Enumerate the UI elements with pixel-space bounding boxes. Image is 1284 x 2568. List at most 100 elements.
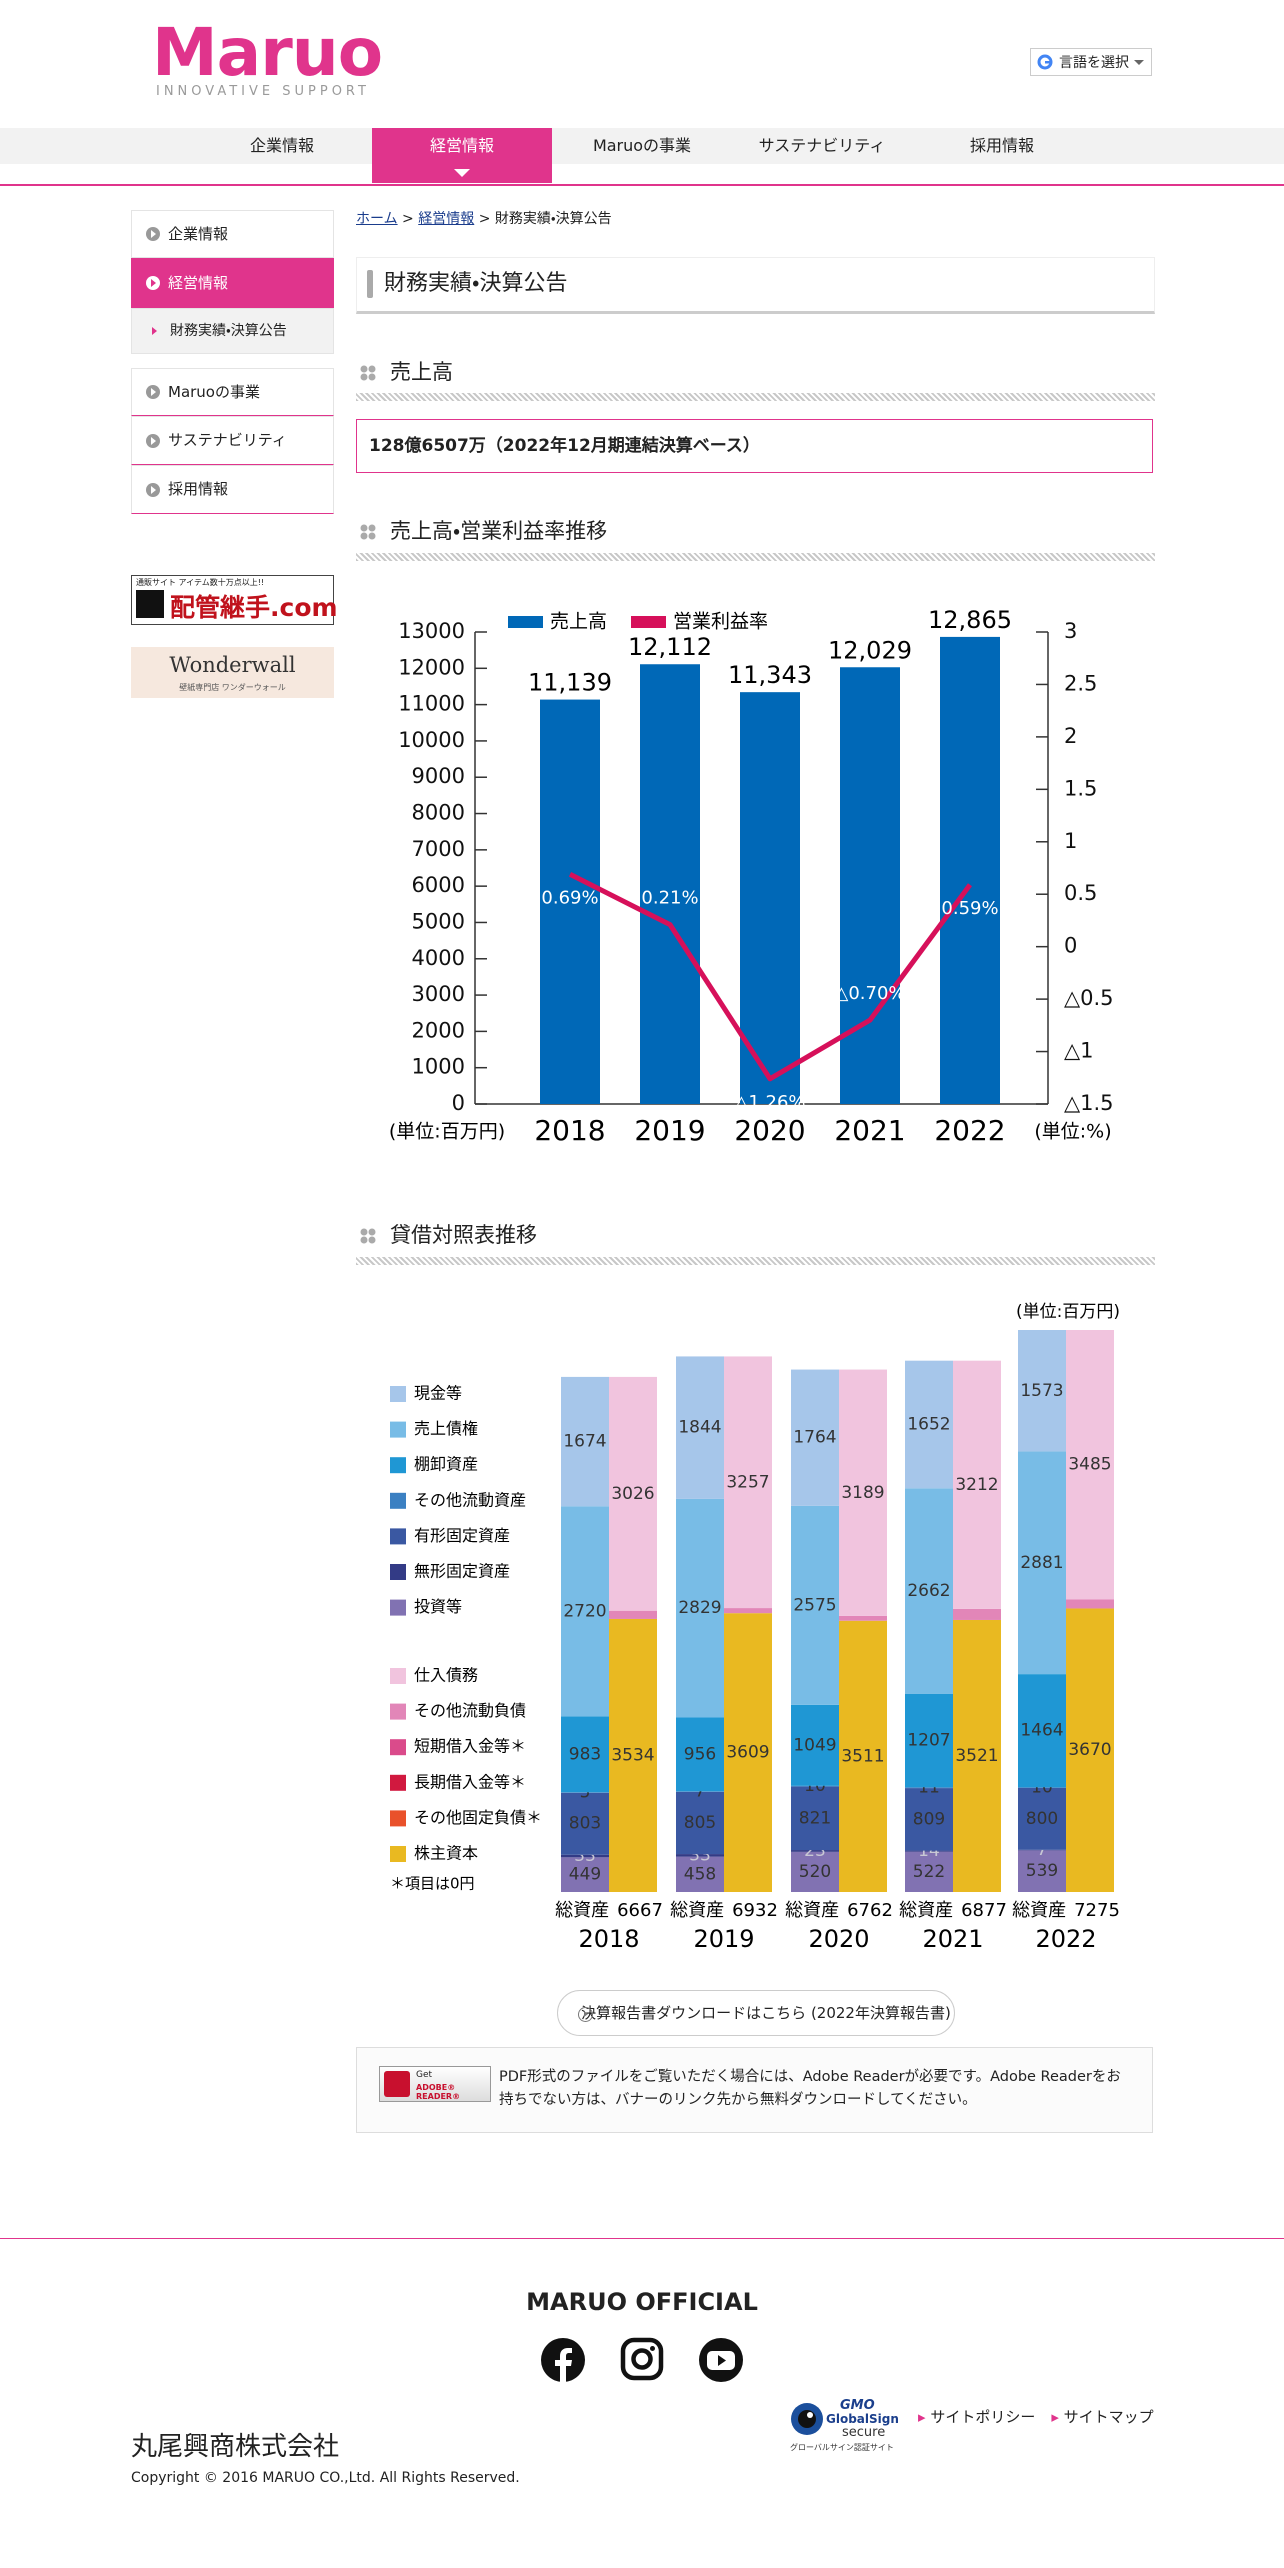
nav-item[interactable]: 採用情報: [969, 136, 1034, 155]
y2-tick-label: 0.5: [1064, 881, 1097, 905]
section-stripe: [356, 553, 1155, 561]
instagram-icon[interactable]: [620, 2337, 664, 2381]
facebook-icon[interactable]: [541, 2338, 585, 2382]
banner-haikan[interactable]: 通販サイト アイテム数十万点以上!! 配管継手.com: [131, 575, 338, 625]
segment-label: 3257: [726, 1472, 769, 1492]
bar-segment: [905, 1693, 953, 1788]
bar-segment: [905, 1360, 953, 1489]
segment-label: 3670: [1068, 1740, 1111, 1760]
footer-link[interactable]: サイトポリシー: [918, 2408, 1035, 2426]
segment-label: 458: [684, 1864, 716, 1884]
breadcrumb: ホーム > 経営情報 > 財務実績・決算公告: [356, 208, 612, 228]
y-tick-label: 5000: [412, 909, 465, 933]
banner-title: Wonderwall: [169, 653, 296, 677]
nav-bar: [0, 128, 1284, 164]
sales-summary: 128億6507万（2022年12月期連結決算ベース）: [356, 419, 1153, 473]
bar-segment: [1018, 1788, 1066, 1850]
bar-segment: [609, 1618, 657, 1892]
segment-label: 539: [1026, 1861, 1058, 1881]
data-label: 0.69%: [541, 887, 598, 908]
logo[interactable]: Maruo: [152, 14, 383, 91]
x-tick-label: 2018: [578, 1925, 639, 1953]
legend-label: 営業利益率: [673, 611, 768, 633]
x-tick-label: 2019: [693, 1925, 754, 1953]
nav-item-active[interactable]: 経営情報: [372, 128, 552, 183]
bar-segment: [561, 1792, 609, 1855]
data-label: 12,029: [828, 636, 912, 664]
note: ＊項目は0円: [390, 1875, 475, 1893]
data-label: 11,139: [528, 669, 612, 697]
bar-segment: [561, 1857, 609, 1892]
segment-label: 2829: [678, 1598, 721, 1618]
total-label: 総資産 6932: [670, 1900, 778, 1921]
language-label: 言語を選択: [1059, 55, 1129, 71]
bar-segment: [561, 1506, 609, 1717]
adobe-badge[interactable]: Get ADOBE® READER®: [379, 2066, 491, 2102]
legend-label: 株主資本: [414, 1844, 478, 1863]
y-tick-label: 1000: [412, 1055, 465, 1079]
side-item[interactable]: サステナビリティ: [131, 416, 334, 465]
breadcrumb-link[interactable]: 経営情報: [418, 211, 475, 227]
section-heading: 売上高: [358, 357, 453, 387]
side-item[interactable]: 採用情報: [131, 465, 334, 514]
y-tick-label: 4000: [412, 946, 465, 970]
bar-segment: [1018, 1850, 1066, 1892]
y-tick-label: 10000: [398, 728, 465, 752]
segment-label: 449: [569, 1865, 601, 1885]
y-tick-label: 13000: [398, 619, 465, 643]
segment-label: 1652: [907, 1414, 950, 1434]
y-tick-label: 11000: [398, 692, 465, 716]
legend-swatch: [508, 616, 543, 628]
breadcrumb-link[interactable]: ホーム: [356, 211, 398, 227]
total-value: 7275: [1074, 1900, 1120, 1921]
side-subitem[interactable]: 財務実績・決算公告: [131, 308, 334, 354]
footer-link[interactable]: サイトマップ: [1051, 2408, 1153, 2426]
segment-label: 803: [569, 1814, 601, 1834]
total-value: 6877: [961, 1900, 1007, 1921]
bar: [540, 699, 600, 1104]
legend-label: 現金等: [414, 1384, 462, 1403]
youtube-icon[interactable]: [699, 2338, 743, 2382]
x-tick-label: 2021: [922, 1925, 983, 1953]
legend-label: 長期借入金等＊: [414, 1772, 526, 1791]
x-tick-label: 2018: [534, 1114, 605, 1147]
x-tick-label: 2020: [734, 1114, 805, 1147]
segment-label: 983: [569, 1744, 601, 1764]
language-select[interactable]: 言語を選択: [1030, 48, 1152, 76]
adobe-text: PDF形式のファイルをご覧いただく場合には、Adobe Readerが必要です。…: [499, 2069, 1121, 2108]
total-label: 総資産 6762: [785, 1900, 893, 1921]
side-item-active[interactable]: 経営情報: [131, 258, 334, 308]
section-title: 売上高・営業利益率推移: [390, 519, 608, 543]
total-value: 6932: [732, 1900, 778, 1921]
bar-segment: [676, 1356, 724, 1499]
y2-tick-label: 1: [1064, 829, 1077, 853]
segment-label: 5: [580, 1783, 591, 1803]
bar-segment: [791, 1850, 839, 1852]
y2-tick-label: △0.5: [1064, 986, 1114, 1010]
legend-label: その他流動資産: [414, 1490, 526, 1509]
section-stripe: [356, 1257, 1155, 1265]
bar-segment: [791, 1851, 839, 1892]
side-item[interactable]: 企業情報: [131, 210, 334, 258]
segment-label: 1674: [563, 1432, 606, 1452]
download-button[interactable]: 決算報告書ダウンロードはこちら (2022年決算報告書): [557, 1990, 955, 2036]
banner-wonderwall[interactable]: Wonderwall 壁紙専門店 ワンダーウォール: [131, 647, 334, 698]
nav-item[interactable]: Maruoの事業: [592, 136, 692, 155]
nav-item[interactable]: サステナビリティ: [758, 136, 886, 155]
bar-segment: [1018, 1849, 1066, 1851]
dropdown-arrow: [1134, 60, 1144, 70]
globalsign-seal[interactable]: GMO GlobalSign secure グローバルサイン認証サイト: [790, 2398, 910, 2454]
banner-title: 配管継手.com: [170, 593, 338, 622]
legend-swatch: [390, 1703, 406, 1720]
segment-label: 3521: [955, 1746, 998, 1766]
bar-segment: [676, 1791, 724, 1792]
bar-segment: [1018, 1674, 1066, 1788]
copyright: Copyright © 2016 MARUO CO.,Ltd. All Righ…: [131, 2470, 520, 2486]
data-label: 0.59%: [941, 898, 998, 919]
segment-label: 1049: [793, 1735, 836, 1755]
bar-segment: [561, 1716, 609, 1793]
bar-segment: [791, 1786, 839, 1851]
x-tick-label: 2022: [934, 1114, 1005, 1147]
side-item[interactable]: Maruoの事業: [131, 368, 334, 416]
nav-item[interactable]: 企業情報: [249, 136, 314, 155]
